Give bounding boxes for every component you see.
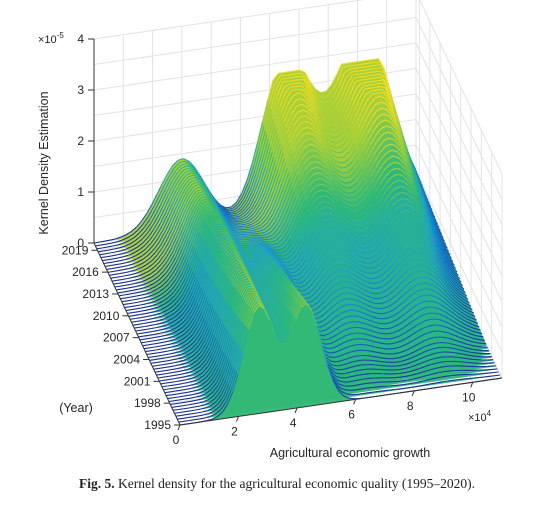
x-tick-label: 6 bbox=[348, 407, 355, 421]
year-tick-label: 2019 bbox=[62, 243, 89, 257]
x-tick-label: 2 bbox=[231, 425, 238, 439]
year-tick-label: 2001 bbox=[124, 374, 151, 388]
year-tick-label: 2016 bbox=[72, 265, 99, 279]
y-axis-label: Kernel Density Estimation bbox=[37, 91, 51, 234]
density-tick-label: 4 bbox=[77, 32, 84, 46]
year-tick-label: 1998 bbox=[134, 396, 161, 410]
year-tick-label: 1995 bbox=[144, 418, 171, 432]
year-tick-label: 2007 bbox=[103, 331, 130, 345]
density-tick-label: 3 bbox=[77, 83, 84, 97]
y-multiplier: ×10-5 bbox=[38, 31, 64, 46]
density-tick-label: 2 bbox=[77, 134, 84, 148]
caption-text: Kernel density for the agricultural econ… bbox=[118, 476, 475, 491]
year-axis-label: (Year) bbox=[59, 401, 93, 415]
year-tick-label: 2013 bbox=[82, 287, 109, 301]
tick-labels: 0 2 4 6 8 10 0 1 2 3 4 1995 1998 2001 2004 2007 2010 2013… bbox=[62, 32, 476, 447]
x-tick-label: 10 bbox=[462, 390, 476, 404]
x-axis-label: Agricultural economic growth bbox=[270, 446, 431, 460]
year-tick-label: 2010 bbox=[93, 309, 120, 323]
x-tick-label: 4 bbox=[290, 416, 297, 430]
year-tick-label: 2004 bbox=[113, 353, 140, 367]
density-tick-label: 1 bbox=[77, 185, 84, 199]
density-surface bbox=[93, 58, 502, 426]
density-tick-label: 0 bbox=[77, 236, 84, 250]
kde-surface-chart: 0 2 4 6 8 10 0 1 2 3 4 1995 1998 2001 2004 2007 2010 2013… bbox=[37, 0, 503, 460]
x-tick-label: 0 bbox=[173, 433, 180, 447]
caption-label: Fig. 5. bbox=[79, 476, 115, 491]
x-multiplier: ×104 bbox=[468, 409, 492, 424]
x-tick-label: 8 bbox=[407, 399, 414, 413]
figure-caption: Fig. 5. Kernel density for the agricultu… bbox=[0, 476, 554, 492]
